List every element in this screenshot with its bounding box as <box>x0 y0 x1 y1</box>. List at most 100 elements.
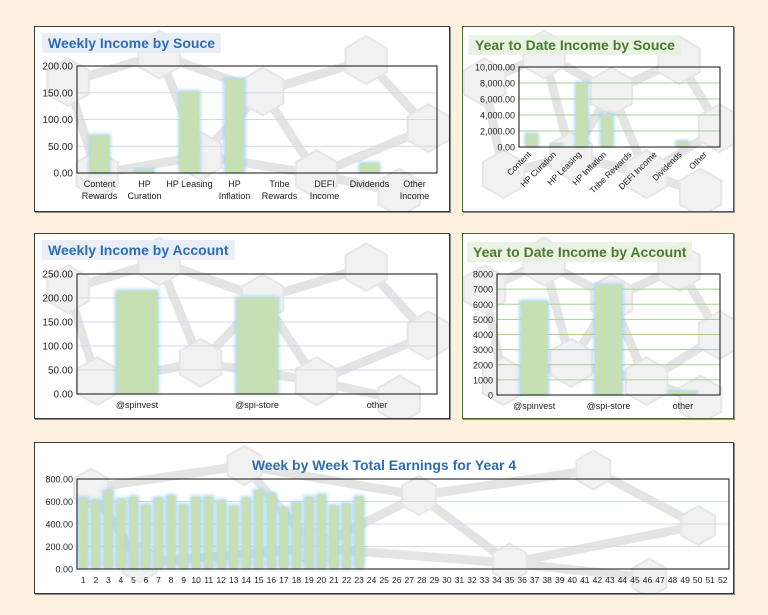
bar <box>129 497 138 569</box>
x-tick-label: 11 <box>204 575 213 585</box>
x-tick-label: 5 <box>131 575 136 585</box>
x-tick-label: Other <box>687 149 709 171</box>
x-tick-label: 10 <box>191 575 201 585</box>
x-tick-label: Content Rewards <box>82 179 118 201</box>
x-tick-label: Dividends <box>350 179 390 189</box>
y-tick-label: 7000 <box>473 285 493 295</box>
x-tick-label: 46 <box>643 575 653 585</box>
bars <box>115 289 279 394</box>
x-tick-label: 33 <box>480 575 490 585</box>
y-tick-label: 50.00 <box>48 142 73 153</box>
y-tick-label: 150.00 <box>42 318 73 329</box>
bar <box>154 498 163 569</box>
x-tick-label: @spi-store <box>235 400 279 410</box>
x-tick-label: 37 <box>530 575 540 585</box>
y-tick-label: 8000 <box>473 270 493 280</box>
x-tick-label: 48 <box>668 575 678 585</box>
bar <box>267 493 276 569</box>
x-tick-label: 22 <box>342 575 352 585</box>
bar <box>525 134 538 147</box>
x-tick-label: other <box>367 400 388 410</box>
bar <box>520 301 548 395</box>
x-tick-label: 4 <box>119 575 124 585</box>
y-tick-label: 200.00 <box>42 62 73 73</box>
x-tick-label: @spinvest <box>513 401 556 411</box>
week-by-week-earnings-title: Week by Week Total Earnings for Year 4 <box>251 457 517 473</box>
y-tick-label: 0.00 <box>54 390 74 401</box>
x-tick-label: Other Income <box>400 179 430 201</box>
x-tick-label: @spi-store <box>587 401 631 411</box>
x-tick-label: 49 <box>680 575 690 585</box>
y-tick-label: 6000 <box>473 300 493 310</box>
background-network-graphic <box>73 444 716 593</box>
x-tick-label: 12 <box>216 575 226 585</box>
x-tick-label: 27 <box>405 575 415 585</box>
y-tick-label: 0.00 <box>54 169 74 180</box>
x-tick-label: 7 <box>156 575 161 585</box>
y-tick-label: 0 <box>488 391 493 401</box>
bar <box>236 298 278 394</box>
y-tick-label: 3000 <box>473 345 493 355</box>
x-tick-label: @spinvest <box>116 400 159 410</box>
weekly-income-by-account-title: Weekly Income by Account <box>42 240 235 260</box>
bar <box>179 504 188 569</box>
bar <box>576 83 588 147</box>
x-tick-label: 21 <box>329 575 339 585</box>
y-tick-label: 50.00 <box>48 366 73 377</box>
y-tick-label: 2000 <box>473 360 493 370</box>
x-tick-label: 15 <box>254 575 264 585</box>
x-tick-label: 43 <box>605 575 615 585</box>
x-tick-label: 47 <box>655 575 665 585</box>
plot-area-border <box>518 66 721 148</box>
x-tick-label: 40 <box>568 575 578 585</box>
bars <box>77 488 365 569</box>
bar <box>601 114 613 147</box>
bar <box>116 290 158 394</box>
weekly-income-by-account-panel: 0.00 50.00 100.00 150.00 200.00 250.00 @spinve… <box>34 233 450 419</box>
x-tick-label: 19 <box>304 575 314 585</box>
bar <box>104 490 113 569</box>
x-tick-label: DEFI Income <box>310 179 340 201</box>
bar <box>225 79 244 173</box>
x-tick-label: 42 <box>593 575 603 585</box>
bar <box>669 391 697 395</box>
bar <box>329 506 339 569</box>
x-tick-label: 6 <box>144 575 149 585</box>
gridlines <box>77 92 437 147</box>
weekly-income-by-source-chart: 0.00 50.00 100.00 150.00 200.00 Content Reward… <box>42 29 449 211</box>
bar <box>360 163 379 173</box>
bar <box>242 498 251 569</box>
bar <box>135 169 154 173</box>
bar <box>342 503 351 569</box>
gridlines <box>519 82 720 132</box>
y-tick-label: 150.00 <box>42 88 73 99</box>
ytd-income-by-source-panel: 0.00 2,000.00 4,000.00 6,000.00 8,000.00 10,0… <box>462 26 734 212</box>
bar <box>116 499 126 569</box>
x-tick-label: 25 <box>379 575 389 585</box>
x-tick-label: 34 <box>492 575 502 585</box>
x-tick-label: 2 <box>93 575 98 585</box>
week-by-week-earnings-panel: 0.00 200.00 400.00 600.00 800.00 1 2 3 4 5 6 7 8 9 10 1… <box>34 442 734 594</box>
plot-area-border <box>76 273 438 395</box>
y-tick-label: 8,000.00 <box>480 79 515 89</box>
bar <box>141 504 151 569</box>
x-tick-label: 16 <box>267 575 277 585</box>
x-tick-label: 13 <box>229 575 239 585</box>
bar <box>91 500 100 569</box>
bars <box>88 77 381 173</box>
bar <box>229 506 238 569</box>
ytd-income-by-source-chart: 0.00 2,000.00 4,000.00 6,000.00 8,000.00 10,0… <box>463 29 733 211</box>
x-tick-label: 44 <box>618 575 628 585</box>
x-tick-label: 17 <box>279 575 289 585</box>
y-tick-label: 10,000.00 <box>475 63 515 73</box>
x-tick-label: 32 <box>467 575 477 585</box>
y-tick-label: 200.00 <box>42 294 73 305</box>
bar <box>354 497 364 569</box>
bar <box>204 497 213 569</box>
bar <box>90 135 109 173</box>
x-tick-label: 45 <box>630 575 640 585</box>
ytd-income-by-source-title: Year to Date Income by Souce <box>469 35 681 55</box>
plot-area-border <box>76 65 438 174</box>
plot-area-border <box>496 273 721 396</box>
